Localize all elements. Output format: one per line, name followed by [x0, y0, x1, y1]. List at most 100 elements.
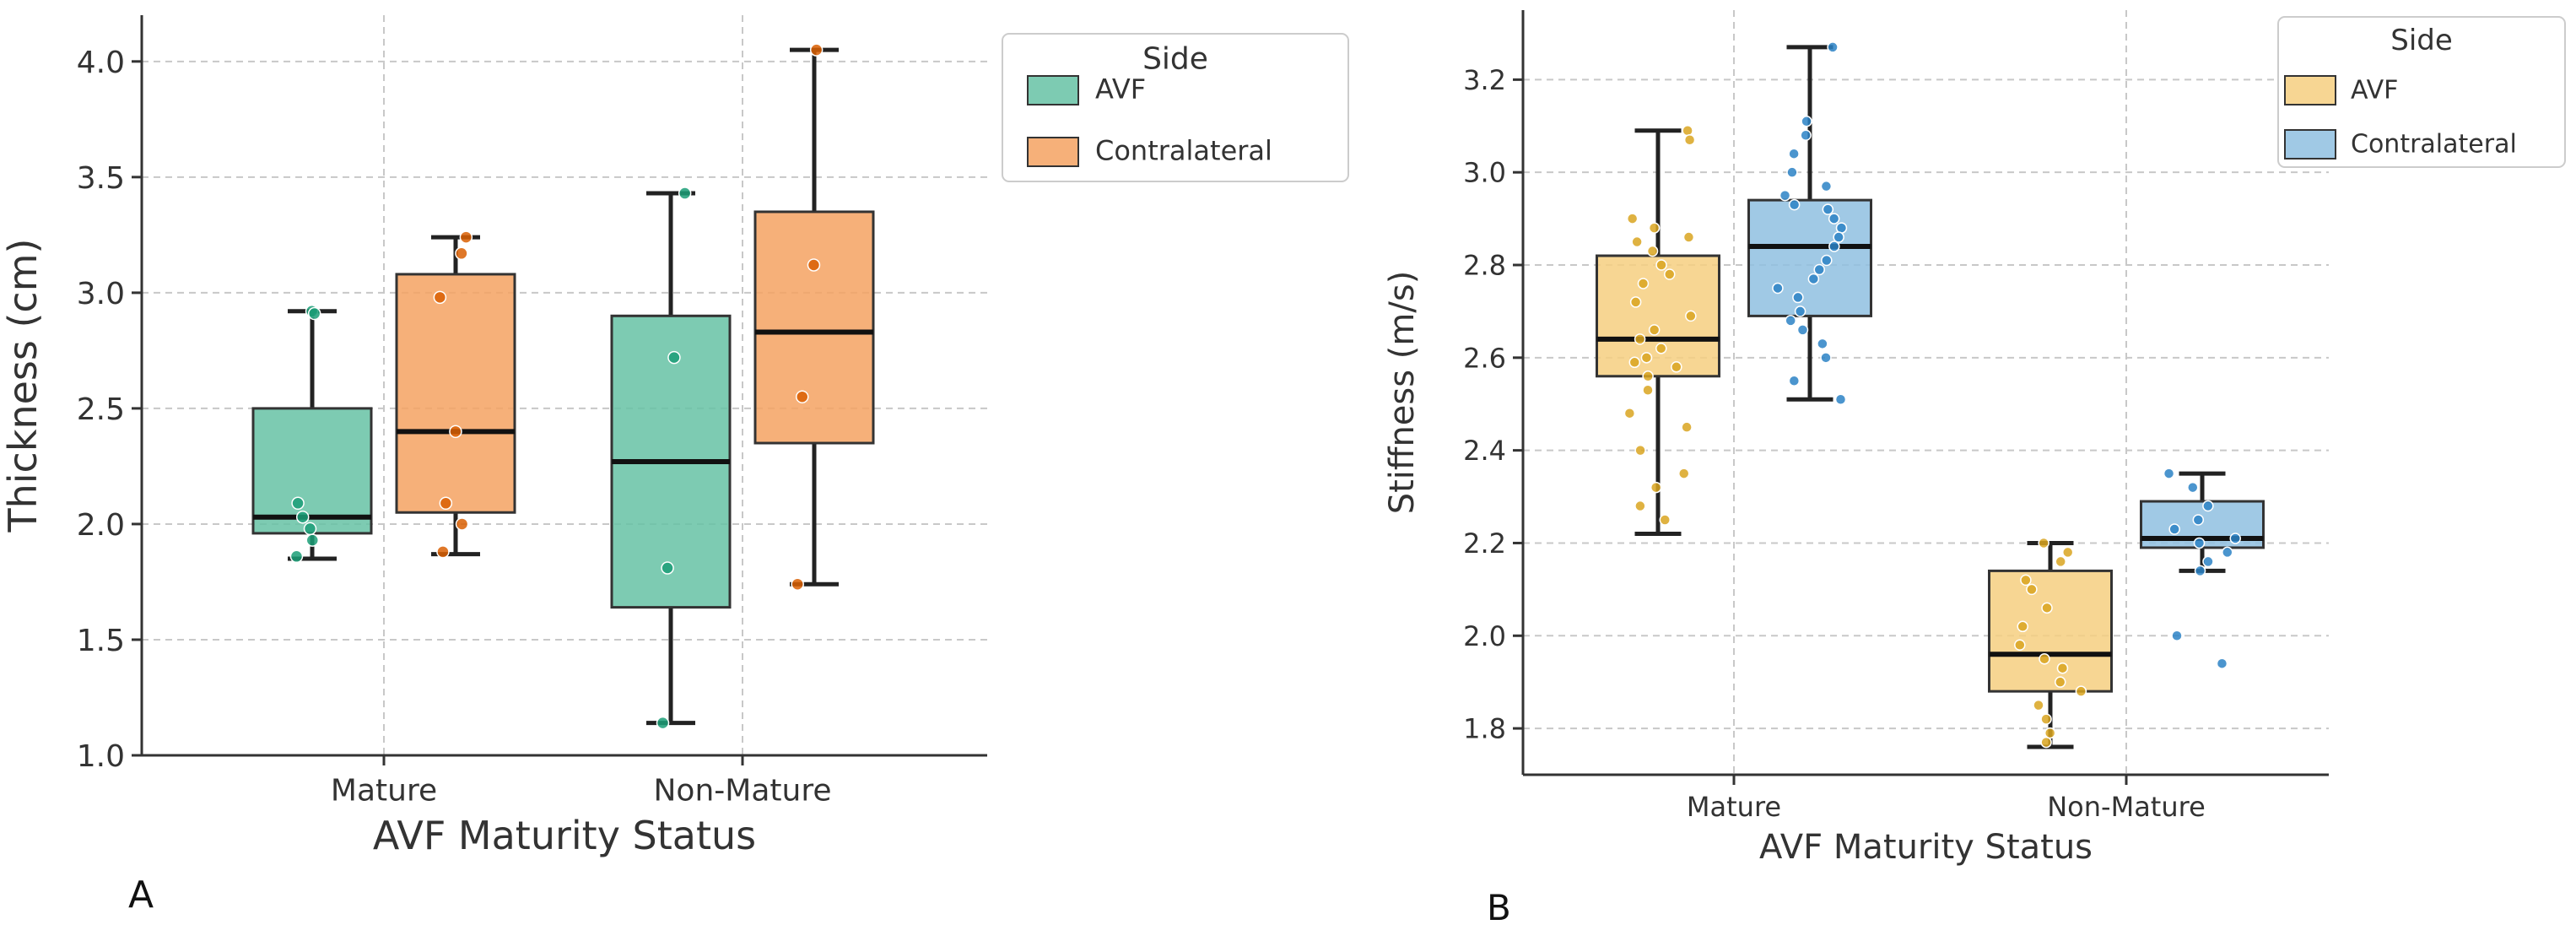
data-point — [1685, 310, 1697, 322]
x-tick-label: Mature — [1687, 791, 1781, 823]
box-iqr — [251, 407, 373, 535]
data-point — [307, 306, 321, 321]
data-point — [1646, 245, 1659, 257]
data-point — [791, 577, 804, 591]
data-point — [1655, 343, 1667, 354]
data-point — [1648, 222, 1661, 234]
legend-swatch — [2284, 75, 2336, 105]
data-point — [1629, 296, 1642, 308]
box-iqr — [1988, 569, 2113, 693]
legend-entry-label: AVF — [1095, 73, 1146, 105]
data-point — [1682, 125, 1693, 137]
data-point — [2038, 537, 2049, 549]
data-point — [2056, 662, 2069, 674]
data-point — [796, 390, 809, 403]
data-point — [1820, 352, 1832, 364]
data-point — [1796, 324, 1809, 336]
data-point — [1792, 291, 1804, 304]
data-point — [1772, 282, 1784, 295]
data-point — [455, 517, 469, 531]
data-point — [807, 258, 821, 272]
box-avf-mature — [251, 305, 373, 564]
y-tick-label: 3.0 — [77, 277, 125, 311]
y-tick-label: 2.6 — [1463, 342, 1506, 374]
data-point — [661, 561, 674, 575]
y-axis-title: Stiffness (m/s) — [1383, 271, 1422, 515]
data-point — [2040, 713, 2052, 725]
data-point — [1650, 481, 1662, 494]
data-point — [2202, 555, 2214, 568]
data-point — [1821, 254, 1833, 267]
data-point — [1631, 235, 1643, 248]
y-tick-label: 2.4 — [1463, 435, 1506, 467]
y-tick-label: 2.8 — [1463, 250, 1506, 282]
box-iqr — [395, 273, 516, 514]
data-point — [433, 290, 447, 305]
data-point — [1786, 166, 1798, 178]
data-point — [2014, 639, 2026, 652]
data-point — [1828, 241, 1840, 252]
data-point — [1800, 129, 1812, 142]
y-tick-label: 4.0 — [77, 46, 125, 80]
y-tick-label: 3.5 — [77, 161, 125, 196]
data-point — [2202, 500, 2214, 512]
data-point — [449, 425, 462, 439]
data-point — [1827, 41, 1839, 53]
y-tick-label: 2.2 — [1463, 527, 1506, 560]
x-tick-label: Mature — [331, 773, 437, 808]
data-point — [1820, 180, 1833, 192]
data-point — [1671, 361, 1682, 373]
data-point — [1807, 273, 1820, 285]
box-avf-non-mature — [1988, 537, 2113, 749]
y-tick-label: 2.0 — [1463, 620, 1506, 652]
data-point — [1648, 324, 1661, 336]
data-point — [1642, 384, 1654, 397]
data-point — [295, 510, 310, 524]
data-point — [1801, 116, 1812, 127]
data-point — [2020, 574, 2032, 587]
data-point — [2171, 630, 2183, 642]
data-point — [2017, 620, 2028, 633]
data-point — [809, 43, 824, 57]
data-point — [1681, 421, 1693, 433]
y-tick-label: 2.5 — [77, 392, 125, 427]
data-point — [2041, 602, 2053, 614]
data-point — [1623, 407, 1636, 419]
data-point — [1788, 375, 1801, 387]
data-point — [1628, 356, 1641, 369]
data-point — [2163, 468, 2175, 479]
box-avf-mature — [1596, 125, 1720, 536]
data-point — [1634, 444, 1646, 457]
y-tick-label: 3.0 — [1463, 157, 1506, 189]
y-tick-label: 1.8 — [1463, 713, 1506, 745]
legend-frame — [2277, 16, 2566, 168]
data-point — [1834, 393, 1847, 405]
data-point — [1640, 352, 1653, 364]
data-point — [1788, 198, 1801, 211]
data-point — [1634, 333, 1646, 345]
data-point — [2040, 736, 2052, 749]
data-point — [2168, 523, 2180, 535]
data-point — [459, 230, 473, 244]
box-iqr — [753, 210, 875, 445]
x-tick-label: Non-Mature — [654, 773, 832, 808]
data-point — [667, 350, 681, 365]
data-point — [1682, 231, 1695, 243]
data-point — [1779, 189, 1791, 202]
box-contralateral-mature — [1747, 41, 1872, 405]
data-point — [2026, 583, 2038, 596]
data-point — [2044, 727, 2056, 739]
data-point — [2055, 555, 2066, 568]
data-point — [2075, 685, 2087, 697]
data-point — [1817, 338, 1828, 350]
y-tick-label: 3.2 — [1463, 64, 1506, 96]
legend-title: Side — [2390, 24, 2453, 57]
panel-b-chart: 1.8 2.0 2.2 2.4 2.6 2.8 3.0 3.2 Mature Non-Mature… — [1383, 10, 2566, 928]
y-tick-label: 1.5 — [77, 624, 125, 658]
box-contralateral-non-mature — [753, 43, 875, 591]
data-point — [678, 187, 692, 200]
legend-swatch — [1027, 75, 1079, 105]
